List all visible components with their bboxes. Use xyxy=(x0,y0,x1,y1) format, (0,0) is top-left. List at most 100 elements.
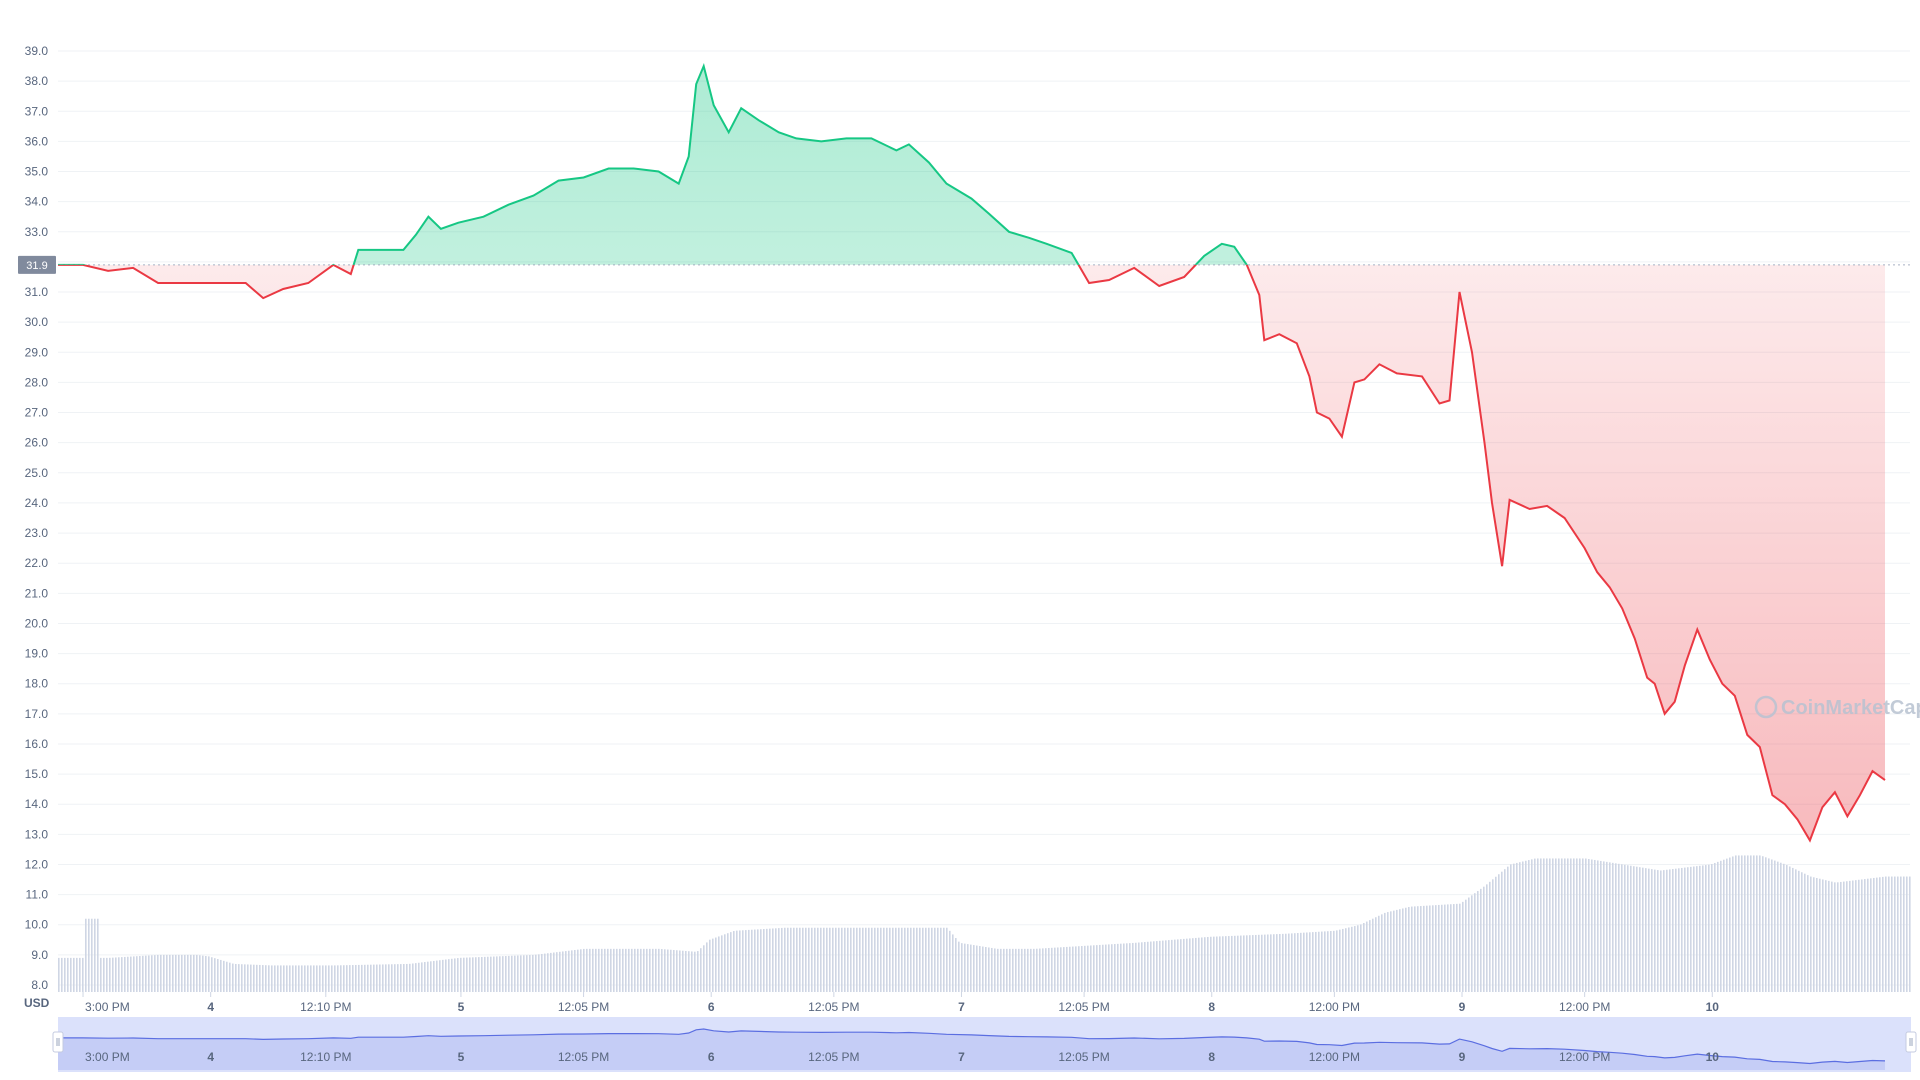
volume-bar xyxy=(1645,868,1647,992)
volume-bar xyxy=(124,956,126,992)
volume-bar xyxy=(1153,941,1155,992)
volume-bar xyxy=(1867,878,1869,992)
volume-bar xyxy=(673,949,675,992)
volume-bar xyxy=(310,965,312,992)
volume-bar xyxy=(592,948,594,992)
volume-bar xyxy=(1861,879,1863,992)
volume-bar xyxy=(502,956,504,992)
volume-bar xyxy=(58,957,60,992)
volume-bar xyxy=(811,927,813,992)
x-tick-label: 5 xyxy=(458,1000,465,1014)
volume-bar xyxy=(718,936,720,992)
volume-bar xyxy=(319,965,321,992)
volume-bar xyxy=(253,964,255,992)
volume-bar xyxy=(784,927,786,992)
volume-bar xyxy=(1864,879,1866,992)
volume-bar xyxy=(1048,948,1050,992)
volume-bar xyxy=(649,948,651,992)
range-navigator[interactable]: 3:00 PM 4 12:10 PM 5 12:05 PM 6 12:05 PM 7 12:05… xyxy=(52,1017,1917,1072)
x-tick-label: 7 xyxy=(958,1000,965,1014)
volume-bar xyxy=(94,918,96,992)
volume-bar xyxy=(265,965,267,992)
volume-bar xyxy=(1558,858,1560,992)
volume-bar xyxy=(1198,937,1200,992)
volume-bar xyxy=(328,965,330,992)
volume-bar xyxy=(856,927,858,992)
volume-bar xyxy=(1450,904,1452,992)
navigator-right-handle[interactable] xyxy=(1905,1031,1917,1053)
volume-bar xyxy=(1768,858,1770,992)
volume-bar xyxy=(1633,866,1635,992)
volume-bar xyxy=(244,964,246,992)
y-tick-label: 37.0 xyxy=(25,104,49,118)
volume-bar xyxy=(211,957,213,992)
volume-bar xyxy=(1105,944,1107,992)
volume-bar xyxy=(1573,858,1575,992)
y-tick-label: 38.0 xyxy=(25,74,49,88)
volume-bar xyxy=(1429,905,1431,992)
volume-bar xyxy=(367,964,369,992)
volume-bar xyxy=(1021,948,1023,992)
volume-bar xyxy=(1627,865,1629,992)
volume-bar xyxy=(1039,948,1041,992)
volume-bar xyxy=(544,953,546,992)
navigator-tick-label: 12:05 PM xyxy=(1058,1050,1109,1064)
navigator-tick-label: 9 xyxy=(1459,1050,1466,1064)
y-tick-label: 21.0 xyxy=(25,586,49,600)
volume-bar xyxy=(1837,882,1839,992)
volume-bar xyxy=(85,918,87,992)
volume-bar xyxy=(1474,893,1476,992)
volume-bar xyxy=(955,938,957,992)
volume-bar xyxy=(1306,932,1308,992)
volume-bar xyxy=(1219,936,1221,992)
volume-bar xyxy=(1348,927,1350,992)
volume-bar xyxy=(1372,918,1374,992)
volume-bar xyxy=(1603,861,1605,992)
volume-bar xyxy=(1276,934,1278,992)
volume-bar xyxy=(1012,948,1014,992)
volume-bar xyxy=(640,948,642,992)
volume-bar xyxy=(1237,935,1239,992)
volume-bar xyxy=(859,927,861,992)
volume-bar xyxy=(1807,875,1809,992)
volume-bar xyxy=(1321,931,1323,992)
navigator-left-handle[interactable] xyxy=(52,1031,64,1053)
volume-bar xyxy=(454,958,456,992)
volume-bar xyxy=(799,927,801,992)
volume-bar xyxy=(1384,912,1386,992)
volume-bar xyxy=(1516,862,1518,992)
volume-bar xyxy=(1858,879,1860,992)
volume-bar xyxy=(925,927,927,992)
volume-bar xyxy=(190,954,192,992)
volume-bar xyxy=(1825,880,1827,992)
volume-bar xyxy=(1489,881,1491,992)
volume-bar xyxy=(1330,931,1332,992)
volume-bar xyxy=(160,954,162,992)
volume-bar xyxy=(1534,858,1536,992)
volume-bar xyxy=(412,963,414,992)
volume-bar xyxy=(1090,945,1092,992)
volume-bar xyxy=(1033,948,1035,992)
navigator-tick-label: 3:00 PM xyxy=(85,1050,130,1064)
volume-bar xyxy=(1192,938,1194,992)
volume-bar xyxy=(1597,860,1599,992)
volume-bar xyxy=(1426,905,1428,992)
volume-bar xyxy=(1531,859,1533,992)
volume-bar xyxy=(778,928,780,992)
volume-bar xyxy=(622,948,624,992)
volume-bar xyxy=(550,952,552,992)
y-tick-label: 15.0 xyxy=(25,767,49,781)
volume-bar xyxy=(304,965,306,992)
volume-bar xyxy=(1150,941,1152,992)
y-tick-label: 8.0 xyxy=(31,978,48,992)
volume-bar xyxy=(466,957,468,992)
volume-bar xyxy=(1492,879,1494,992)
volume-bar xyxy=(850,927,852,992)
volume-bar xyxy=(1111,944,1113,992)
volume-bar xyxy=(1624,864,1626,992)
volume-bar xyxy=(415,963,417,992)
volume-bar xyxy=(1819,878,1821,992)
volume-bar xyxy=(469,957,471,992)
volume-bar xyxy=(1579,858,1581,992)
volume-bar xyxy=(79,957,81,992)
